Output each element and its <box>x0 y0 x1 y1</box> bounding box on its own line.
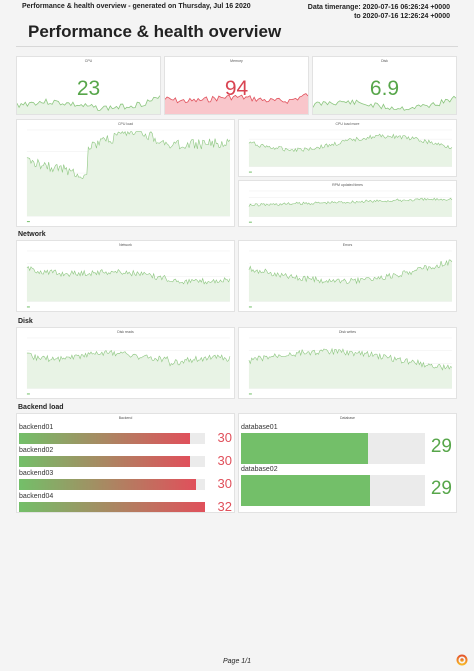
backend-label: backend02 <box>19 447 54 454</box>
stat-sparkline-cpu <box>17 95 160 114</box>
series-area <box>26 131 231 217</box>
backend-bar-track <box>19 433 205 444</box>
timeseries-cpu-load-more <box>248 129 453 173</box>
backend-bar-track <box>19 502 205 512</box>
report-generated-line: Performance & health overview - generate… <box>22 3 251 10</box>
backend-label: backend04 <box>19 493 54 500</box>
backend-bar-fill <box>19 502 205 512</box>
section-title-disk: Disk <box>18 318 33 325</box>
graph-panel-cpu-load: CPU load <box>16 119 235 227</box>
sparkline-area <box>17 95 160 114</box>
sparkline-line <box>165 93 308 105</box>
database-bar-track <box>241 433 425 464</box>
stat-value-disk: 6.9 <box>369 77 400 100</box>
graph-title-network: Network <box>119 243 132 247</box>
graph-panel-rpm-updated-times: RPM updated times <box>238 180 457 227</box>
sparkline-line <box>17 95 160 112</box>
series-area <box>26 350 230 389</box>
stat-value-memory: 94 <box>224 77 249 100</box>
legend-swatch <box>248 171 252 173</box>
legend-swatch <box>26 306 30 308</box>
series-line <box>248 197 453 207</box>
timeseries-rpm-updated-times <box>248 190 453 223</box>
series-line <box>248 133 453 153</box>
graph-panel-disk-reads: Disk reads <box>16 327 235 399</box>
page-number: Page 1/1 <box>222 658 252 665</box>
backend-bar-fill <box>19 433 191 444</box>
backend-bar-track <box>19 479 205 490</box>
legend-swatch <box>26 393 30 395</box>
database-label: database02 <box>241 466 278 473</box>
sparkline-line <box>313 95 456 111</box>
database-value: 29 <box>430 478 452 499</box>
timeseries-cpu-load <box>26 129 231 223</box>
stat-value-cpu: 23 <box>76 77 101 100</box>
backend-bar-track <box>19 456 205 467</box>
timeseries-network <box>26 250 231 308</box>
timeseries-disk-reads <box>26 337 231 395</box>
graph-title-cpu-load-more: CPU load more <box>335 122 360 126</box>
backend-value: 30 <box>217 430 232 445</box>
graph-title-cpu-load: CPU load <box>118 122 133 126</box>
bargauge-panel-database: Database database01 29 database02 29 <box>238 413 457 513</box>
database-bar-fill <box>241 433 368 464</box>
stat-panel-disk: Disk 6.9 <box>312 56 457 115</box>
graph-title-rpm-updated-times: RPM updated times <box>332 183 363 187</box>
bargauge-panel-backend: Backend backend01 30 backend02 30 backend03 3… <box>16 413 235 513</box>
graph-title-errors: Errors <box>342 243 353 247</box>
grafana-logo-icon <box>456 654 468 666</box>
graph-panel-network: Network <box>16 240 235 312</box>
series-line <box>248 259 453 285</box>
bargauge-title-database: Database <box>340 416 355 420</box>
stat-sparkline-disk <box>313 95 456 114</box>
title-divider <box>16 46 458 47</box>
database-label: database01 <box>241 424 278 431</box>
series-line <box>248 347 453 371</box>
legend-swatch <box>248 393 252 395</box>
graph-panel-errors: Errors <box>238 240 457 312</box>
bargauge-title-backend: Backend <box>118 416 133 420</box>
database-value: 29 <box>430 436 452 457</box>
series-area <box>248 348 452 389</box>
database-bar-track <box>241 475 425 506</box>
timerange-line-2: to 2020-07-16 12:26:24 +0000 <box>354 13 450 20</box>
data-timerange: Data timerange: 2020-07-16 06:26:24 +000… <box>308 3 450 21</box>
section-title-network: Network <box>18 231 46 238</box>
series-area <box>248 134 453 167</box>
series-area <box>26 266 230 302</box>
stat-panel-cpu: CPU 23 <box>16 56 161 115</box>
series-line <box>26 130 231 180</box>
legend-swatch <box>26 221 30 223</box>
backend-value: 30 <box>217 476 232 491</box>
graph-title-disk-reads: Disk reads <box>117 330 134 334</box>
graph-panel-disk-writes: Disk writes <box>238 327 457 399</box>
legend-swatch <box>248 306 252 308</box>
sparkline-area <box>165 93 308 114</box>
graph-panel-cpu-load-more: CPU load more <box>238 119 457 177</box>
backend-value: 32 <box>217 499 232 513</box>
timeseries-errors <box>248 250 453 308</box>
backend-bar-fill <box>19 456 191 467</box>
stat-title-cpu: CPU <box>84 59 93 63</box>
stat-panel-memory: Memory 94 <box>164 56 309 115</box>
stat-sparkline-memory <box>165 93 308 114</box>
backend-label: backend01 <box>19 424 54 431</box>
series-line <box>26 349 231 367</box>
page-title: Performance & health overview <box>28 22 282 41</box>
stat-title-memory: Memory <box>230 59 243 63</box>
sparkline-area <box>313 96 456 114</box>
backend-value: 30 <box>217 453 232 468</box>
backend-label: backend03 <box>19 470 54 477</box>
series-line <box>26 266 231 285</box>
timerange-line-1: Data timerange: 2020-07-16 06:26:24 +000… <box>307 4 450 11</box>
backend-bar-fill <box>19 479 196 490</box>
stat-title-disk: Disk <box>381 59 388 63</box>
section-title-backend-load: Backend load <box>18 404 64 411</box>
database-bar-fill <box>241 475 370 506</box>
series-area <box>248 198 452 217</box>
graph-title-disk-writes: Disk writes <box>339 330 356 334</box>
timeseries-disk-writes <box>248 337 453 395</box>
legend-swatch <box>248 221 252 223</box>
